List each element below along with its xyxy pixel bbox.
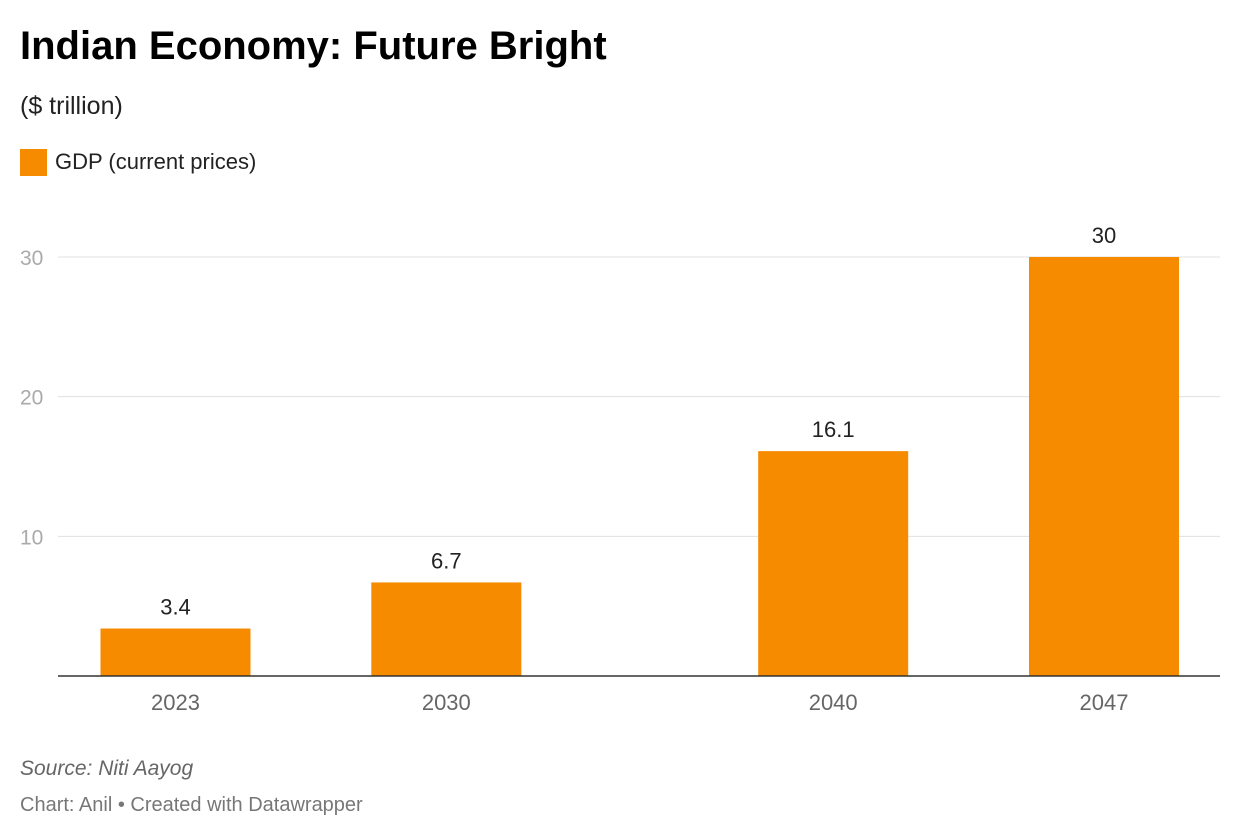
y-tick-label: 30 [20, 247, 43, 270]
bar [1029, 257, 1179, 676]
bar-value-label: 30 [1092, 223, 1116, 248]
bar [758, 451, 909, 676]
x-tick-label: 2023 [151, 690, 200, 715]
legend-swatch [20, 148, 47, 176]
bar-value-label: 6.7 [431, 548, 462, 573]
bar [100, 628, 251, 676]
x-tick-label: 2040 [809, 690, 858, 715]
chart-title: Indian Economy: Future Bright [20, 24, 607, 68]
x-tick-label: 2047 [1080, 690, 1129, 715]
y-tick-label: 10 [20, 526, 43, 549]
chart-source: Source: Niti Aayog [20, 757, 194, 780]
legend: GDP (current prices) [20, 146, 256, 178]
x-tick-label: 2030 [422, 690, 471, 715]
chart-subtitle: ($ trillion) [20, 92, 123, 120]
bar-value-label: 3.4 [160, 595, 191, 620]
bar-value-label: 16.1 [812, 417, 855, 442]
legend-label: GDP (current prices) [55, 149, 257, 174]
chart-credit: Chart: Anil • Created with Datawrapper [20, 794, 363, 816]
y-tick-label: 20 [20, 387, 43, 410]
bar [371, 582, 522, 676]
